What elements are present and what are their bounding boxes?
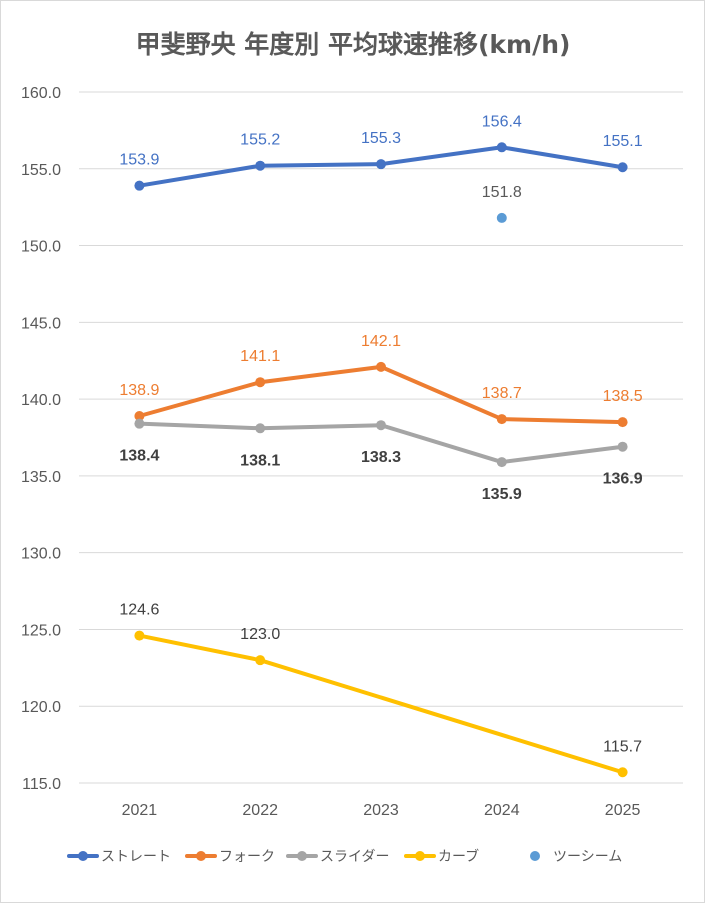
- x-tick-label: 2022: [242, 802, 278, 819]
- data-point: [255, 655, 266, 666]
- data-label: 136.9: [603, 471, 643, 488]
- data-point: [376, 159, 386, 170]
- data-label: 155.1: [603, 133, 643, 150]
- legend-marker: [415, 851, 425, 861]
- data-label: 142.1: [361, 333, 401, 350]
- data-label: 135.9: [482, 486, 522, 503]
- data-point: [617, 162, 628, 173]
- legend-marker: [297, 851, 307, 861]
- y-tick-label: 150.0: [21, 239, 61, 256]
- data-label: 141.1: [240, 348, 280, 365]
- data-point: [496, 142, 507, 153]
- data-point: [376, 361, 386, 372]
- gridlines: [79, 91, 683, 784]
- y-axis-ticks: 115.0 120.0 125.0 130.0 135.0 140.0 145.0 150.0…: [21, 85, 61, 793]
- x-tick-label: 2025: [605, 802, 641, 819]
- data-label: 155.3: [361, 130, 401, 147]
- y-tick-label: 130.0: [21, 546, 61, 563]
- legend-label: スライダー: [320, 849, 389, 865]
- y-tick-label: 145.0: [21, 315, 61, 332]
- data-point: [255, 423, 266, 434]
- legend-marker: [196, 851, 206, 861]
- data-label: 138.7: [482, 385, 522, 402]
- y-tick-label: 155.0: [21, 162, 61, 179]
- legend: ストレート フォーク スライダー カーブ ツーシーム: [67, 848, 622, 865]
- x-tick-label: 2023: [363, 802, 399, 819]
- y-tick-label: 135.0: [21, 469, 61, 486]
- series-line: [137, 633, 625, 775]
- data-label: 124.6: [119, 602, 159, 619]
- y-tick-label: 115.0: [22, 776, 61, 793]
- data-point: [617, 441, 628, 452]
- y-tick-label: 160.0: [21, 85, 61, 102]
- legend-marker: [78, 851, 88, 861]
- y-tick-label: 125.0: [21, 622, 61, 639]
- x-tick-label: 2021: [122, 802, 158, 819]
- data-label: 138.3: [361, 449, 401, 466]
- y-tick-label: 120.0: [21, 699, 61, 716]
- data-point: [617, 417, 628, 428]
- data-point: [376, 420, 386, 431]
- data-point: [134, 630, 145, 641]
- data-label: 123.0: [240, 626, 280, 643]
- legend-label: カーブ: [438, 848, 479, 865]
- data-point: [134, 180, 145, 191]
- data-point: [496, 414, 507, 425]
- y-tick-label: 140.0: [21, 392, 61, 409]
- legend-marker: [530, 851, 540, 861]
- data-point: [134, 418, 145, 429]
- legend-label: ツーシーム: [553, 849, 622, 865]
- data-label: 155.2: [240, 132, 280, 149]
- data-point: [496, 457, 507, 468]
- series-lines: [134, 142, 628, 778]
- data-label: 138.5: [603, 388, 643, 405]
- data-label: 156.4: [482, 113, 522, 130]
- x-axis-ticks: 2021 2022 2023 2024 2025: [122, 802, 641, 819]
- series-line: [137, 364, 625, 425]
- data-label: 138.9: [119, 382, 159, 399]
- data-point: [134, 411, 145, 422]
- data-label: 115.7: [603, 738, 642, 755]
- data-label: 138.1: [240, 452, 280, 469]
- data-point: [496, 212, 507, 223]
- data-point: [255, 377, 266, 388]
- data-label: 151.8: [482, 184, 522, 201]
- data-labels: 153.9 155.2 155.3 156.4 155.1 138.9 141.1 142.1…: [119, 113, 642, 755]
- data-point: [255, 160, 266, 171]
- x-tick-label: 2024: [484, 802, 520, 819]
- data-label: 153.9: [119, 152, 159, 169]
- data-point: [617, 767, 628, 778]
- data-label: 138.4: [119, 448, 159, 465]
- legend-label: フォーク: [219, 849, 275, 865]
- chart-title: 甲斐野央 年度別 平均球速推移(km/h): [136, 30, 571, 59]
- legend-label: ストレート: [101, 849, 171, 865]
